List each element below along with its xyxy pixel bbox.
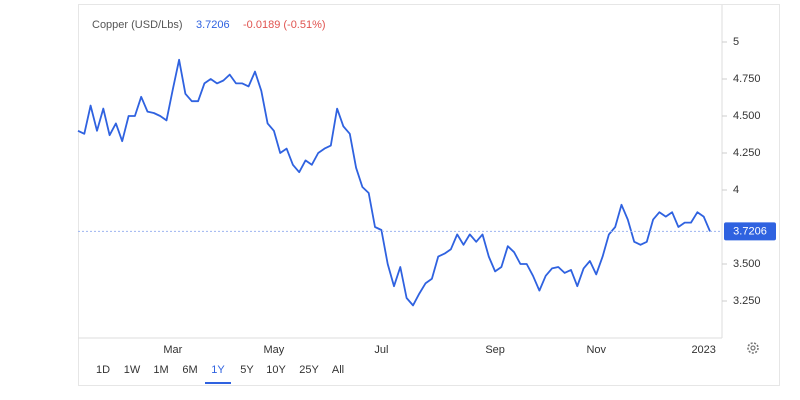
y-tick-label: 3.500 bbox=[733, 258, 761, 270]
price-change: -0.0189 (-0.51%) bbox=[243, 19, 326, 31]
x-tick-label: Mar bbox=[163, 344, 182, 356]
range-button[interactable]: 1D bbox=[96, 364, 110, 376]
price-line bbox=[77, 58, 711, 307]
y-tick-label: 4.500 bbox=[733, 110, 761, 122]
gear-hub bbox=[750, 345, 756, 351]
y-tick-label: 4 bbox=[733, 184, 739, 196]
last-price-label: 3.7206 bbox=[733, 225, 767, 237]
range-button[interactable]: 5Y bbox=[240, 364, 254, 376]
settings-icon[interactable] bbox=[747, 342, 759, 354]
range-button[interactable]: 6M bbox=[182, 364, 197, 376]
gear bbox=[747, 342, 759, 354]
last-price-badge bbox=[724, 222, 776, 241]
x-tick-label: May bbox=[264, 344, 285, 356]
frame bbox=[78, 4, 780, 386]
y-tick-label: 4.750 bbox=[733, 73, 761, 85]
x-tick-label: 2023 bbox=[691, 344, 715, 356]
range-button[interactable]: 10Y bbox=[266, 364, 286, 376]
range-button[interactable]: 1Y bbox=[211, 364, 225, 376]
y-tick-label: 5 bbox=[733, 36, 739, 48]
range-button[interactable]: All bbox=[332, 364, 344, 376]
y-tick-label: 4.250 bbox=[733, 147, 761, 159]
series-name: Copper (USD/Lbs) bbox=[92, 19, 182, 31]
x-tick-label: Sep bbox=[485, 344, 505, 356]
x-tick-label: Nov bbox=[586, 344, 606, 356]
range-button[interactable]: 25Y bbox=[299, 364, 319, 376]
x-tick-label: Jul bbox=[374, 344, 388, 356]
range-button[interactable]: 1M bbox=[153, 364, 168, 376]
y-tick-label: 3.250 bbox=[733, 295, 761, 307]
last-price: 3.7206 bbox=[196, 19, 230, 31]
range-button[interactable]: 1W bbox=[124, 364, 141, 376]
